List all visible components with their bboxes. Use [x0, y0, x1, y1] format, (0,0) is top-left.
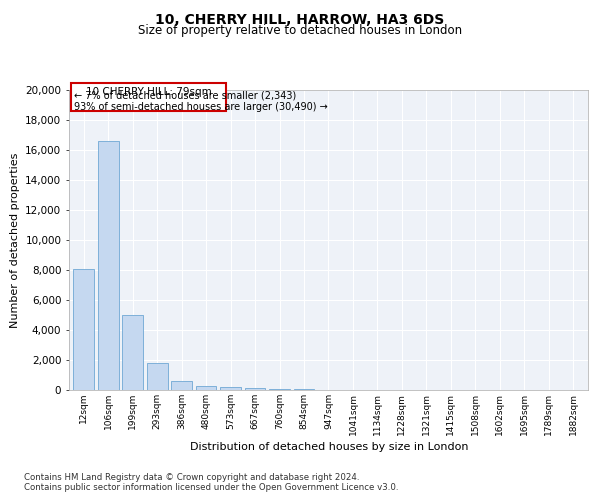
Text: Distribution of detached houses by size in London: Distribution of detached houses by size …: [190, 442, 468, 452]
Bar: [98, 141, 119, 390]
Y-axis label: Number of detached properties: Number of detached properties: [10, 152, 20, 328]
Bar: [220, 387, 241, 390]
Bar: [73, 269, 94, 390]
Text: Size of property relative to detached houses in London: Size of property relative to detached ho…: [138, 24, 462, 37]
Bar: [196, 386, 217, 390]
Bar: [147, 364, 167, 390]
Text: Contains HM Land Registry data © Crown copyright and database right 2024.: Contains HM Land Registry data © Crown c…: [24, 472, 359, 482]
Text: 10 CHERRY HILL: 79sqm: 10 CHERRY HILL: 79sqm: [86, 87, 211, 97]
Text: 10, CHERRY HILL, HARROW, HA3 6DS: 10, CHERRY HILL, HARROW, HA3 6DS: [155, 12, 445, 26]
Text: ← 7% of detached houses are smaller (2,343): ← 7% of detached houses are smaller (2,3…: [74, 91, 296, 101]
Bar: [293, 389, 314, 390]
Bar: [71, 82, 226, 111]
Bar: [171, 381, 192, 390]
Bar: [245, 388, 265, 390]
Bar: [122, 315, 143, 390]
Bar: [269, 388, 290, 390]
Text: Contains public sector information licensed under the Open Government Licence v3: Contains public sector information licen…: [24, 484, 398, 492]
Text: 93% of semi-detached houses are larger (30,490) →: 93% of semi-detached houses are larger (…: [74, 102, 328, 112]
